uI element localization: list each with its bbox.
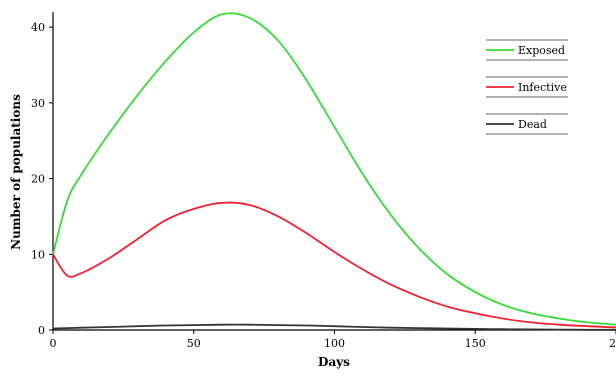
x-tick-label: 150 [465, 337, 486, 350]
series-line-infective [52, 201, 616, 329]
legend: Exposed Infective Dead [486, 39, 568, 135]
legend-label-dead: Dead [518, 118, 547, 131]
legend-label-exposed: Exposed [518, 44, 565, 57]
x-tick-label: 20 [609, 337, 616, 350]
y-tick-label: 20 [31, 173, 45, 186]
series-lines [52, 12, 616, 331]
ticks: 05010015020010203040 [31, 21, 616, 350]
x-tick-label: 0 [50, 337, 57, 350]
x-axis-title: Days [318, 355, 350, 369]
y-tick-label: 10 [31, 248, 45, 261]
series-line-dead [52, 323, 616, 331]
y-tick-label: 30 [31, 97, 45, 110]
series-line-exposed [52, 12, 616, 326]
y-tick-label: 40 [31, 21, 45, 34]
x-tick-label: 50 [187, 337, 201, 350]
x-tick-label: 100 [324, 337, 345, 350]
y-axis-title: Number of populations [9, 94, 23, 250]
legend-label-infective: Infective [518, 81, 567, 94]
y-tick-label: 0 [38, 324, 45, 337]
